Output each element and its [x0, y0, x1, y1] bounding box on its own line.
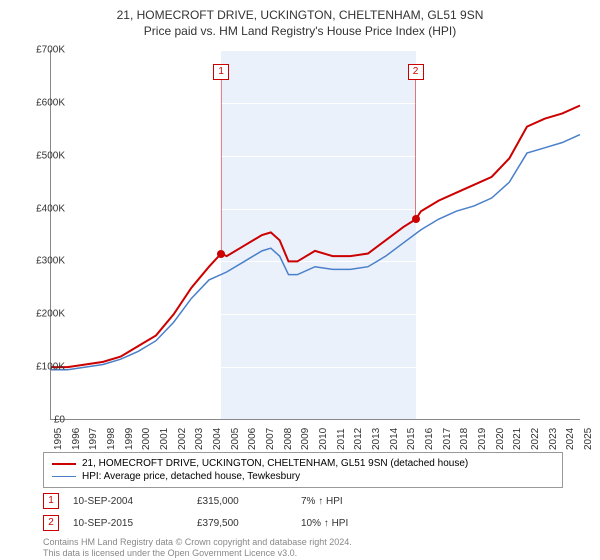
x-tick-label: 2020	[495, 428, 506, 450]
y-tick-label: £700K	[5, 45, 65, 56]
transaction-change: 7% ↑ HPI	[301, 496, 343, 507]
marker-point-1	[217, 250, 225, 258]
chart-subtitle: Price paid vs. HM Land Registry's House …	[0, 22, 600, 38]
x-tick-label: 2001	[159, 428, 170, 450]
y-tick-label: £500K	[5, 150, 65, 161]
x-tick-label: 2014	[389, 428, 400, 450]
transaction-date: 10-SEP-2004	[73, 496, 183, 507]
x-tick-label: 2017	[442, 428, 453, 450]
x-tick-label: 2018	[459, 428, 470, 450]
transaction-date: 10-SEP-2015	[73, 518, 183, 529]
x-tick-label: 2012	[353, 428, 364, 450]
x-tick-label: 2007	[265, 428, 276, 450]
y-tick-label: £0	[5, 415, 65, 426]
y-tick-label: £600K	[5, 97, 65, 108]
x-tick-label: 2006	[247, 428, 258, 450]
x-tick-label: 2004	[212, 428, 223, 450]
chart-area: 12	[50, 50, 580, 420]
transaction-price: £315,000	[197, 496, 287, 507]
x-tick-label: 2000	[141, 428, 152, 450]
x-tick-label: 2023	[548, 428, 559, 450]
legend-row: 21, HOMECROFT DRIVE, UCKINGTON, CHELTENH…	[52, 457, 554, 470]
footer-line-2: This data is licensed under the Open Gov…	[43, 548, 297, 558]
x-tick-label: 2024	[565, 428, 576, 450]
y-tick-label: £400K	[5, 203, 65, 214]
x-tick-label: 1995	[53, 428, 64, 450]
legend-swatch	[52, 476, 76, 478]
marker-box-2: 2	[408, 64, 424, 80]
x-tick-label: 2021	[512, 428, 523, 450]
x-tick-label: 2008	[283, 428, 294, 450]
chart-lines	[50, 50, 580, 420]
marker-point-2	[412, 215, 420, 223]
x-tick-label: 2003	[194, 428, 205, 450]
x-tick-label: 2016	[424, 428, 435, 450]
legend-row: HPI: Average price, detached house, Tewk…	[52, 470, 554, 483]
marker-box-1: 1	[213, 64, 229, 80]
x-tick-label: 1997	[88, 428, 99, 450]
x-tick-label: 1996	[71, 428, 82, 450]
x-tick-label: 1998	[106, 428, 117, 450]
legend: 21, HOMECROFT DRIVE, UCKINGTON, CHELTENH…	[43, 452, 563, 488]
transaction-price: £379,500	[197, 518, 287, 529]
chart-title: 21, HOMECROFT DRIVE, UCKINGTON, CHELTENH…	[0, 0, 600, 22]
transaction-marker: 1	[43, 493, 59, 509]
transaction-row: 2 10-SEP-2015 £379,500 10% ↑ HPI	[43, 515, 348, 531]
x-tick-label: 2010	[318, 428, 329, 450]
series-property	[50, 106, 580, 368]
x-tick-label: 2022	[530, 428, 541, 450]
transaction-change: 10% ↑ HPI	[301, 518, 348, 529]
gridline	[50, 420, 580, 421]
y-tick-label: £100K	[5, 362, 65, 373]
y-tick-label: £300K	[5, 256, 65, 267]
x-tick-label: 2009	[300, 428, 311, 450]
legend-label: HPI: Average price, detached house, Tewk…	[82, 471, 300, 482]
legend-label: 21, HOMECROFT DRIVE, UCKINGTON, CHELTENH…	[82, 458, 468, 469]
transaction-row: 1 10-SEP-2004 £315,000 7% ↑ HPI	[43, 493, 343, 509]
x-tick-label: 2015	[406, 428, 417, 450]
x-axis	[50, 419, 580, 420]
x-tick-label: 2011	[336, 428, 347, 450]
footer-line-1: Contains HM Land Registry data © Crown c…	[43, 537, 352, 547]
x-tick-label: 2005	[230, 428, 241, 450]
x-tick-label: 2013	[371, 428, 382, 450]
x-tick-label: 2019	[477, 428, 488, 450]
x-tick-label: 1999	[124, 428, 135, 450]
series-hpi	[50, 135, 580, 370]
x-tick-label: 2025	[583, 428, 594, 450]
transaction-marker: 2	[43, 515, 59, 531]
x-tick-label: 2002	[177, 428, 188, 450]
y-tick-label: £200K	[5, 309, 65, 320]
legend-swatch	[52, 463, 76, 465]
